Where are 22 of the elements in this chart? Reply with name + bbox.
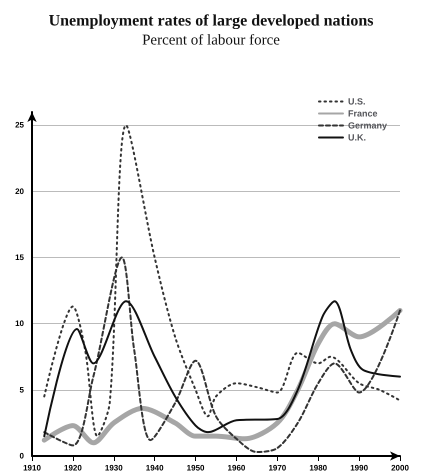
y-tick-label: 0 bbox=[20, 452, 25, 460]
y-tick-label: 15 bbox=[15, 253, 25, 262]
legend-label: Germany bbox=[348, 120, 388, 130]
y-tick-label: 5 bbox=[20, 385, 25, 394]
x-tick-label: 1910 bbox=[23, 464, 42, 472]
legend-label: U.K. bbox=[348, 132, 366, 142]
legend-label: U.S. bbox=[348, 96, 366, 106]
x-tick-label: 1920 bbox=[64, 464, 82, 472]
x-tick-label: 1930 bbox=[104, 464, 124, 472]
legend-label: France bbox=[348, 108, 378, 118]
x-tick-label: 2000 bbox=[391, 464, 410, 472]
y-tick-label: 20 bbox=[15, 186, 25, 196]
y-tick-label: 10 bbox=[15, 319, 25, 328]
x-tick-label: 1940 bbox=[146, 464, 164, 472]
x-tick-label: 1950 bbox=[186, 464, 206, 472]
x-tick-label: 1980 bbox=[309, 464, 328, 472]
x-tick-label: 1960 bbox=[228, 464, 246, 472]
x-tick-label: 1970 bbox=[268, 464, 287, 472]
chart-subtitle: Percent of labour force bbox=[142, 32, 280, 48]
y-tick-label: 25 bbox=[15, 120, 25, 130]
x-tick-label: 1990 bbox=[350, 464, 369, 472]
chart-title: Unemployment rates of large developed nations bbox=[48, 12, 374, 30]
